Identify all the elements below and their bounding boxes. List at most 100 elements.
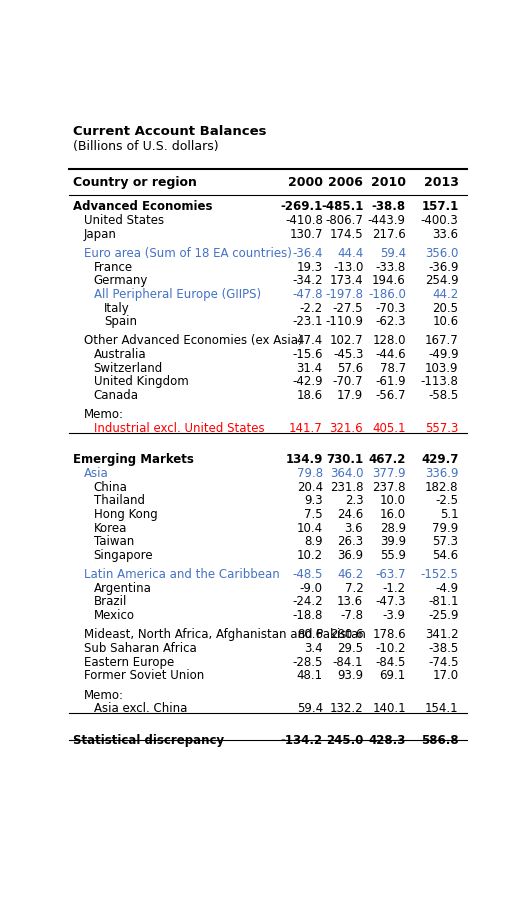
- Text: -61.9: -61.9: [375, 376, 406, 389]
- Text: 29.5: 29.5: [337, 642, 363, 655]
- Text: 128.0: 128.0: [372, 335, 406, 348]
- Text: -70.3: -70.3: [376, 301, 406, 315]
- Text: 28.9: 28.9: [380, 521, 406, 534]
- Text: -81.1: -81.1: [428, 595, 459, 609]
- Text: Switzerland: Switzerland: [94, 362, 163, 375]
- Text: Current Account Balances: Current Account Balances: [73, 125, 267, 137]
- Text: -36.4: -36.4: [292, 247, 323, 260]
- Text: -9.0: -9.0: [300, 581, 323, 595]
- Text: 157.1: 157.1: [422, 200, 459, 213]
- Text: -62.3: -62.3: [376, 315, 406, 329]
- Text: -410.8: -410.8: [285, 214, 323, 227]
- Text: -74.5: -74.5: [428, 656, 459, 669]
- Text: Memo:: Memo:: [84, 689, 123, 702]
- Text: 167.7: 167.7: [425, 335, 459, 348]
- Text: -1.2: -1.2: [383, 581, 406, 595]
- Text: 93.9: 93.9: [337, 670, 363, 682]
- Text: 730.1: 730.1: [326, 453, 363, 466]
- Text: 57.6: 57.6: [337, 362, 363, 375]
- Text: 17.9: 17.9: [337, 389, 363, 402]
- Text: 194.6: 194.6: [372, 274, 406, 288]
- Text: -443.9: -443.9: [368, 214, 406, 227]
- Text: -70.7: -70.7: [333, 376, 363, 389]
- Text: -28.5: -28.5: [292, 656, 323, 669]
- Text: Japan: Japan: [84, 228, 117, 240]
- Text: -56.7: -56.7: [376, 389, 406, 402]
- Text: -36.9: -36.9: [428, 260, 459, 274]
- Text: 2000: 2000: [288, 176, 323, 188]
- Text: Mexico: Mexico: [94, 609, 135, 622]
- Text: -34.2: -34.2: [292, 274, 323, 288]
- Text: Hong Kong: Hong Kong: [94, 508, 157, 521]
- Text: 80.6: 80.6: [297, 629, 323, 642]
- Text: Latin America and the Caribbean: Latin America and the Caribbean: [84, 568, 279, 581]
- Text: -27.5: -27.5: [333, 301, 363, 315]
- Text: China: China: [94, 480, 128, 493]
- Text: 2010: 2010: [371, 176, 406, 188]
- Text: 557.3: 557.3: [425, 422, 459, 435]
- Text: 59.4: 59.4: [297, 703, 323, 715]
- Text: Former Soviet Union: Former Soviet Union: [84, 670, 204, 682]
- Text: 26.3: 26.3: [337, 535, 363, 548]
- Text: -269.1: -269.1: [280, 200, 323, 213]
- Text: 428.3: 428.3: [369, 733, 406, 746]
- Text: 134.9: 134.9: [286, 453, 323, 466]
- Text: 336.9: 336.9: [425, 467, 459, 480]
- Text: 47.4: 47.4: [297, 335, 323, 348]
- Text: 59.4: 59.4: [380, 247, 406, 260]
- Text: 237.8: 237.8: [372, 480, 406, 493]
- Text: 16.0: 16.0: [380, 508, 406, 521]
- Text: 24.6: 24.6: [337, 508, 363, 521]
- Text: 217.6: 217.6: [372, 228, 406, 240]
- Text: Brazil: Brazil: [94, 595, 127, 609]
- Text: 78.7: 78.7: [380, 362, 406, 375]
- Text: 54.6: 54.6: [433, 549, 459, 561]
- Text: Eastern Europe: Eastern Europe: [84, 656, 174, 669]
- Text: -197.8: -197.8: [325, 288, 363, 301]
- Text: -400.3: -400.3: [421, 214, 459, 227]
- Text: Spain: Spain: [104, 315, 137, 329]
- Text: 130.7: 130.7: [289, 228, 323, 240]
- Text: -23.1: -23.1: [292, 315, 323, 329]
- Text: Korea: Korea: [94, 521, 127, 534]
- Text: -24.2: -24.2: [292, 595, 323, 609]
- Text: 174.5: 174.5: [329, 228, 363, 240]
- Text: -18.8: -18.8: [292, 609, 323, 622]
- Text: 7.5: 7.5: [304, 508, 323, 521]
- Text: 9.3: 9.3: [304, 494, 323, 507]
- Text: -7.8: -7.8: [340, 609, 363, 622]
- Text: 39.9: 39.9: [380, 535, 406, 548]
- Text: 245.0: 245.0: [326, 733, 363, 746]
- Text: 69.1: 69.1: [380, 670, 406, 682]
- Text: -42.9: -42.9: [292, 376, 323, 389]
- Text: Singapore: Singapore: [94, 549, 153, 561]
- Text: -33.8: -33.8: [376, 260, 406, 274]
- Text: -13.0: -13.0: [333, 260, 363, 274]
- Text: Emerging Markets: Emerging Markets: [73, 453, 195, 466]
- Text: Argentina: Argentina: [94, 581, 152, 595]
- Text: 48.1: 48.1: [297, 670, 323, 682]
- Text: 19.3: 19.3: [297, 260, 323, 274]
- Text: 7.2: 7.2: [345, 581, 363, 595]
- Text: Asia: Asia: [84, 467, 108, 480]
- Text: 586.8: 586.8: [421, 733, 459, 746]
- Text: -186.0: -186.0: [368, 288, 406, 301]
- Text: -47.8: -47.8: [292, 288, 323, 301]
- Text: 33.6: 33.6: [433, 228, 459, 240]
- Text: Asia excl. China: Asia excl. China: [94, 703, 187, 715]
- Text: 79.9: 79.9: [433, 521, 459, 534]
- Text: Mideast, North Africa, Afghanistan and Pakistan: Mideast, North Africa, Afghanistan and P…: [84, 629, 366, 642]
- Text: Country or region: Country or region: [73, 176, 197, 188]
- Text: -44.6: -44.6: [375, 349, 406, 361]
- Text: -110.9: -110.9: [325, 315, 363, 329]
- Text: Advanced Economies: Advanced Economies: [73, 200, 213, 213]
- Text: 31.4: 31.4: [297, 362, 323, 375]
- Text: 5.1: 5.1: [440, 508, 459, 521]
- Text: 321.6: 321.6: [329, 422, 363, 435]
- Text: -152.5: -152.5: [420, 568, 459, 581]
- Text: Australia: Australia: [94, 349, 146, 361]
- Text: United States: United States: [84, 214, 164, 227]
- Text: -49.9: -49.9: [428, 349, 459, 361]
- Text: -38.8: -38.8: [372, 200, 406, 213]
- Text: 44.4: 44.4: [337, 247, 363, 260]
